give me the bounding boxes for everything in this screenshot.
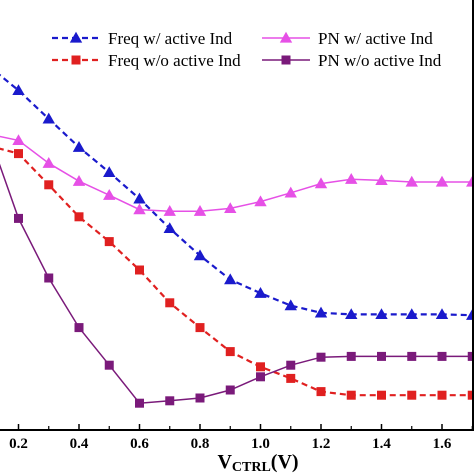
x-tick-label: 1.2 bbox=[312, 436, 331, 452]
data-point-pn-w-o-active-ind bbox=[286, 360, 296, 370]
data-point-freq-w-o-active-ind bbox=[14, 149, 23, 159]
data-point-pn-w-o-active-ind bbox=[165, 396, 175, 406]
data-point-freq-w-o-active-ind bbox=[377, 390, 386, 400]
data-point-pn-w-o-active-ind bbox=[14, 213, 23, 223]
x-tick-label: 1.6 bbox=[433, 436, 452, 452]
data-point-pn-w-active-ind bbox=[284, 186, 297, 198]
data-point-freq-w-o-active-ind bbox=[135, 265, 144, 275]
data-point-pn-w-active-ind bbox=[314, 177, 328, 189]
x-tick-label: 0.4 bbox=[70, 436, 89, 452]
x-tick-label: 0.6 bbox=[130, 436, 149, 452]
data-point-freq-w-active-ind bbox=[435, 308, 449, 320]
data-point-pn-w-o-active-ind bbox=[44, 273, 54, 283]
x-axis-label: VCTRL(V) bbox=[217, 451, 298, 474]
data-point-freq-w-active-ind bbox=[72, 141, 86, 152]
data-point-pn-w-o-active-ind bbox=[316, 352, 326, 362]
data-point-pn-w-active-ind bbox=[435, 175, 449, 187]
data-point-freq-w-o-active-ind bbox=[225, 347, 235, 357]
data-point-freq-w-active-ind bbox=[12, 84, 25, 96]
x-axis-label-main: V bbox=[217, 451, 232, 473]
data-point-pn-w-active-ind bbox=[345, 173, 358, 184]
series-freq-w-active-ind bbox=[0, 73, 474, 320]
legend-label-freq-w-o-active-ind: Freq w/o active Ind bbox=[108, 51, 241, 70]
data-point-pn-w-active-ind bbox=[103, 189, 116, 200]
data-point-freq-w-o-active-ind bbox=[104, 237, 114, 247]
data-point-pn-w-active-ind bbox=[42, 157, 55, 168]
data-point-pn-w-active-ind bbox=[193, 205, 207, 216]
data-point-freq-w-active-ind bbox=[133, 192, 146, 204]
data-point-pn-w-o-active-ind bbox=[377, 351, 386, 361]
data-point-pn-w-o-active-ind bbox=[256, 372, 265, 382]
legend-label-freq-w-active-ind: Freq w/ active Ind bbox=[108, 29, 233, 48]
data-point-pn-w-o-active-ind bbox=[467, 351, 474, 361]
data-point-freq-w-active-ind bbox=[345, 308, 358, 320]
data-point-pn-w-active-ind bbox=[375, 174, 388, 186]
legend-label-pn-w-active-ind: PN w/ active Ind bbox=[318, 29, 433, 48]
series-freq-w-o-active-ind bbox=[0, 147, 474, 400]
x-tick-label: 1.4 bbox=[372, 436, 391, 452]
data-point-freq-w-active-ind bbox=[193, 249, 207, 261]
data-point-freq-w-o-active-ind bbox=[467, 390, 474, 400]
data-point-freq-w-o-active-ind bbox=[316, 387, 326, 397]
data-point-freq-w-o-active-ind bbox=[407, 390, 417, 400]
data-point-freq-w-active-ind bbox=[103, 166, 116, 178]
data-point-freq-w-active-ind bbox=[224, 273, 237, 285]
data-point-freq-w-o-active-ind bbox=[195, 323, 205, 333]
data-point-freq-w-o-active-ind bbox=[286, 373, 296, 383]
data-point-pn-w-o-active-ind bbox=[135, 398, 144, 408]
data-point-pn-w-o-active-ind bbox=[346, 351, 356, 361]
data-point-freq-w-o-active-ind bbox=[44, 180, 54, 190]
data-point-pn-w-active-ind bbox=[224, 202, 237, 214]
data-point-pn-w-o-active-ind bbox=[407, 351, 417, 361]
legend-label-pn-w-o-active-ind: PN w/o active Ind bbox=[318, 51, 442, 70]
data-point-freq-w-active-ind bbox=[314, 306, 328, 318]
data-point-pn-w-o-active-ind bbox=[225, 385, 235, 395]
data-point-freq-w-active-ind bbox=[284, 299, 297, 311]
data-point-freq-w-o-active-ind bbox=[74, 212, 84, 222]
series-line-freq-w-o-active-ind bbox=[0, 147, 473, 397]
data-point-pn-w-o-active-ind bbox=[104, 360, 114, 370]
legend-marker-freq-w-o-active-ind bbox=[71, 55, 81, 65]
series-layer bbox=[0, 73, 474, 408]
series-line-pn-w-active-ind bbox=[0, 135, 473, 212]
x-tick-label: 0.8 bbox=[191, 436, 210, 452]
data-point-freq-w-o-active-ind bbox=[346, 390, 356, 400]
data-point-pn-w-active-ind bbox=[133, 203, 146, 215]
data-point-freq-w-o-active-ind bbox=[165, 298, 175, 308]
x-ticks: 0.2 0.4 0.6 0.8 1.0 1.2 1.4 1.6 bbox=[9, 424, 473, 452]
data-point-freq-w-active-ind bbox=[42, 112, 55, 124]
data-point-pn-w-active-ind bbox=[405, 175, 418, 187]
data-point-pn-w-o-active-ind bbox=[437, 351, 447, 361]
legend-marker-pn-w-o-active-ind bbox=[281, 55, 291, 65]
data-point-freq-w-active-ind bbox=[254, 287, 267, 298]
x-tick-label: 0.2 bbox=[9, 436, 28, 452]
data-point-pn-w-active-ind bbox=[254, 195, 267, 207]
x-tick-label: 1.0 bbox=[251, 436, 270, 452]
data-point-pn-w-active-ind bbox=[12, 134, 25, 146]
data-point-pn-w-active-ind bbox=[72, 175, 86, 186]
x-axis-label-unit: (V) bbox=[271, 451, 299, 473]
data-point-pn-w-o-active-ind bbox=[74, 323, 84, 333]
data-point-freq-w-active-ind bbox=[163, 222, 176, 234]
legend-marker-freq-w-active-ind bbox=[69, 31, 83, 43]
series-line-pn-w-o-active-ind bbox=[0, 163, 473, 404]
legend: Freq w/ active Ind PN w/ active Ind Freq w… bbox=[52, 29, 442, 70]
data-point-freq-w-active-ind bbox=[405, 308, 418, 320]
data-point-pn-w-o-active-ind bbox=[195, 393, 205, 403]
data-point-freq-w-o-active-ind bbox=[437, 390, 447, 400]
x-axis-label-sub: CTRL bbox=[232, 460, 271, 474]
series-line-freq-w-active-ind bbox=[0, 73, 473, 317]
legend-marker-pn-w-active-ind bbox=[279, 31, 293, 43]
data-point-freq-w-active-ind bbox=[375, 308, 388, 320]
data-point-pn-w-active-ind bbox=[163, 205, 176, 216]
series-pn-w-o-active-ind bbox=[0, 163, 474, 408]
data-point-freq-w-o-active-ind bbox=[256, 362, 265, 372]
